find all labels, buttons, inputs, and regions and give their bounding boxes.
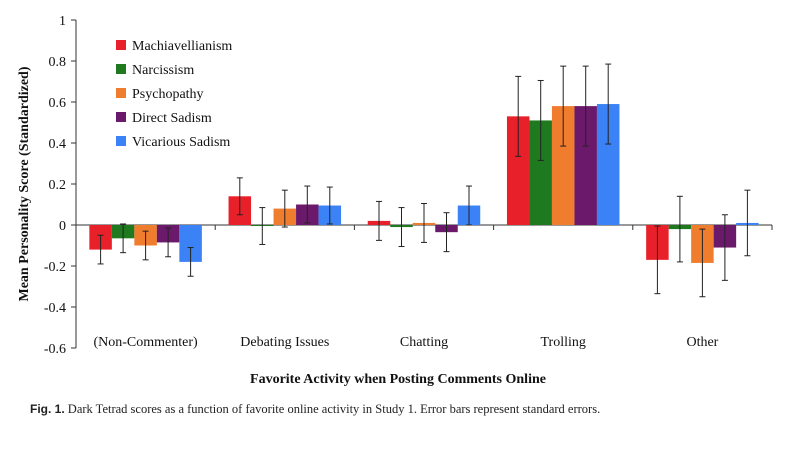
legend-swatch	[116, 64, 126, 74]
y-tick-label: -0.6	[44, 342, 66, 357]
error-bars-group	[97, 63, 751, 298]
bar	[574, 106, 597, 225]
y-tick-label: -0.4	[44, 301, 66, 316]
x-tick-label: Other	[686, 335, 718, 350]
legend-swatch	[116, 40, 126, 50]
legend-label: Narcissism	[132, 63, 194, 78]
legend-label: Machiavellianism	[132, 39, 232, 54]
y-tick-label: 0.6	[49, 96, 67, 111]
legend-swatch	[116, 88, 126, 98]
legend-label: Direct Sadism	[132, 111, 212, 126]
y-tick-label: -0.2	[44, 260, 66, 275]
y-tick-label: 0.8	[49, 55, 67, 70]
x-tick-label: Trolling	[541, 335, 586, 350]
caption-label: Fig. 1.	[30, 402, 65, 416]
y-tick-label: 0.2	[49, 178, 67, 193]
y-tick-label: 0.4	[49, 137, 67, 152]
bar	[596, 104, 620, 225]
x-tick-label: (Non-Commenter)	[93, 335, 198, 350]
figure-caption: Fig. 1. Dark Tetrad scores as a function…	[30, 402, 790, 417]
x-tick-labels: (Non-Commenter) Debating Issues Chatting Tr…	[93, 335, 718, 350]
bar-chart: (Non-Commenter) Debating Issues Chatting Tr…	[17, 14, 773, 387]
y-axis-label: Mean Personality Score (Standardized)	[17, 66, 32, 301]
y-tick-label: 1	[59, 14, 66, 29]
bar	[506, 116, 530, 225]
legend-label: Psychopathy	[132, 87, 204, 102]
bar	[551, 106, 575, 225]
x-tick-label: Debating Issues	[240, 335, 329, 350]
bar-series-group	[89, 104, 759, 263]
bar	[529, 120, 552, 225]
bar	[179, 225, 202, 262]
y-tick-label: 0	[59, 219, 66, 234]
x-tick-label: Chatting	[400, 335, 448, 350]
y-tick-labels: -0.6 -0.4 -0.2 0 0.2 0.4 0.6 0.8 1	[44, 14, 66, 357]
legend: Machiavellianism Narcissism Psychopathy Dir…	[116, 39, 232, 150]
caption-text: Dark Tetrad scores as a function of favo…	[64, 402, 601, 416]
legend-label: Vicarious Sadism	[132, 135, 230, 150]
legend-swatch	[116, 136, 126, 146]
legend-swatch	[116, 112, 126, 122]
x-axis-label: Favorite Activity when Posting Comments …	[250, 372, 546, 387]
